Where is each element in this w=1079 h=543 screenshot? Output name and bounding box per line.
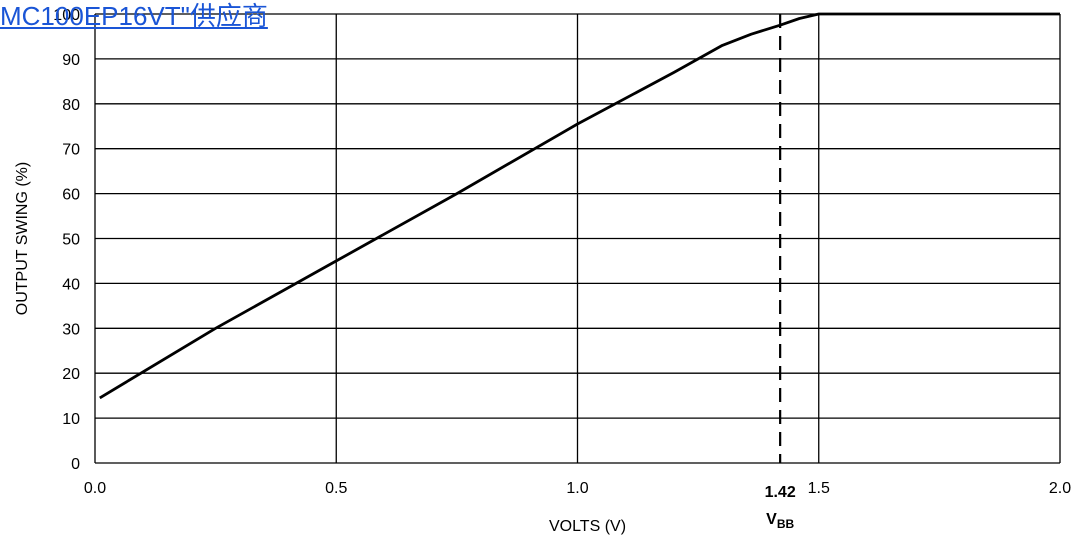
y-axis-label: OUTPUT SWING (%) (14, 162, 31, 315)
y-tick-label: 90 (62, 52, 80, 69)
x-tick-label: 0.0 (84, 480, 106, 497)
grid-lines (94, 13, 1061, 464)
y-tick-label: 60 (62, 187, 80, 204)
y-tick-label: 30 (62, 321, 80, 338)
y-tick-label: 50 (62, 232, 80, 249)
x-tick-label: 1.0 (566, 480, 588, 497)
x-tick-label: 1.5 (808, 480, 830, 497)
y-tick-label: 40 (62, 276, 80, 293)
x-axis-label: VOLTS (V) (549, 518, 626, 535)
reference-value-label: 1.42 (765, 484, 796, 501)
reference-name-label: VBB (766, 511, 794, 531)
x-tick-labels: 0.0 0.5 1.0 1.5 2.0 (84, 480, 1071, 497)
reference-name-sub: BB (777, 517, 795, 531)
y-tick-labels: 0 10 20 30 40 50 60 70 80 90 100 (53, 7, 80, 473)
y-tick-label: 80 (62, 97, 80, 114)
series-line (99, 12, 1060, 400)
y-tick-label: 10 (62, 411, 80, 428)
x-tick-label: 0.5 (325, 480, 347, 497)
y-tick-label: 20 (62, 366, 80, 383)
series-group (99, 12, 1060, 400)
y-tick-label: 70 (62, 142, 80, 159)
x-tick-label: 2.0 (1049, 480, 1071, 497)
y-tick-label: 100 (53, 7, 80, 24)
reference-name-main: V (766, 511, 777, 528)
y-tick-label: 0 (71, 456, 80, 473)
supplier-link[interactable]: MC100EP16VT"供应商 (0, 1, 268, 31)
